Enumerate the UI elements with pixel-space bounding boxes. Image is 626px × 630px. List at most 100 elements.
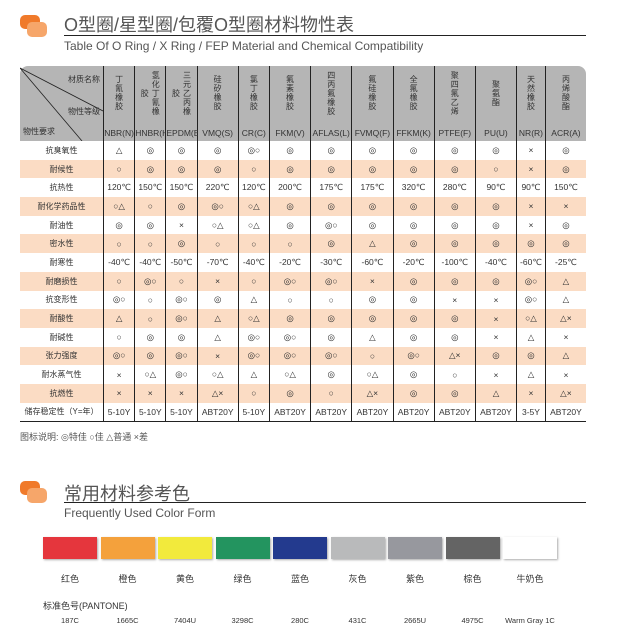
table-cell: ◎: [433, 383, 476, 403]
table-cell: ◎○: [237, 346, 270, 366]
table-cell: 150℃: [544, 178, 586, 198]
table-cell: ◎: [392, 309, 435, 328]
table-cell: ◎○: [268, 271, 311, 291]
table-cell: ABT20Y: [392, 402, 435, 423]
table-cell: △×: [544, 383, 586, 403]
column-header: 丙烯酸酯 ACR(A): [544, 66, 586, 141]
table-row: 耐酸性 △ ○ ◎○ △ ○△ ◎ ◎ ◎ ◎ ◎ × ○△ △×: [20, 309, 586, 328]
table-cell: ◎○: [310, 346, 352, 366]
column-code: NR(R): [518, 128, 543, 138]
table-cell: ◎: [196, 159, 239, 179]
table-row: 耐水蒸气性 × ○△ ◎○ ○△ △ ○△ ◎ ○△ ◎ ○ × △ ×: [20, 365, 586, 384]
table-cell: -60℃: [516, 253, 546, 272]
table-cell: ×: [351, 271, 393, 291]
table-cell: ◎○: [102, 346, 135, 366]
table-cell: 175℃: [351, 178, 393, 198]
table-cell: ◎: [165, 327, 198, 347]
table-row: 抗热性 120℃ 150℃ 150℃ 220℃ 120℃ 200℃ 175℃ 175℃ 320℃ 2…: [20, 178, 586, 198]
table-cell: ×: [516, 383, 546, 403]
color-swatch: [445, 537, 500, 559]
table-row: 抗燃性 × × × △× ○ ◎ ○ △× ◎ ◎ △ × △×: [20, 383, 586, 403]
table-cell: ◎○: [392, 346, 435, 366]
table-cell: ABT20Y: [268, 402, 311, 423]
row-label: 耐寒性: [49, 257, 74, 267]
pantone-code: Warm Gray 1C: [505, 616, 555, 625]
table-cell: ◎: [351, 159, 393, 179]
column-cn: 丁氰橡胶: [114, 75, 124, 111]
color-name: 牛奶色: [516, 574, 544, 584]
table-cell: -40℃: [102, 253, 135, 272]
table-row: 耐磨损性 ○ ◎○ ○ × ○ ◎○ ◎○ × ◎ ◎ ◎ ◎○ △: [20, 271, 586, 291]
table-cell: ◎○: [165, 365, 198, 384]
table-cell: ◎: [102, 215, 135, 235]
column-header: 聚氨酯 PU(U): [474, 66, 517, 141]
table-row: 耐候性 ○ ◎ ◎ ◎ ○ ◎ ◎ ◎ ◎ ◎ ○ × ◎: [20, 159, 586, 179]
table-cell: ◎: [165, 197, 198, 216]
column-cn: 三元乙丙橡胶: [171, 70, 192, 116]
table-cell: -40℃: [474, 253, 517, 272]
column-cn: 聚四氟乙烯: [450, 70, 460, 116]
table-row: 耐油性 ◎ ◎ × ○△ ○△ ◎ ◎○ ◎ ◎ ◎ ◎ × ◎: [20, 215, 586, 235]
table-cell: -60℃: [351, 253, 393, 272]
table-cell: ×: [433, 290, 476, 310]
color-name: 灰色: [348, 574, 367, 584]
table-cell: ◎: [544, 159, 586, 179]
color-swatch: [330, 537, 385, 559]
table-cell: ◎○: [165, 290, 198, 310]
table-cell: ◎○: [196, 197, 239, 216]
table-cell: 200℃: [268, 178, 311, 198]
table-cell: ◎: [474, 215, 517, 235]
section-title: 常用材料参考色: [64, 484, 190, 504]
table-cell: ○: [237, 271, 270, 291]
table-cell: 320℃: [392, 178, 435, 198]
table-cell: ◎: [392, 141, 435, 160]
table-cell: 5-10Y: [102, 402, 135, 423]
table-cell: ◎: [134, 327, 166, 347]
color-name: 黄色: [175, 574, 194, 584]
table-cell: ◎: [392, 290, 435, 310]
column-cn: 丙烯酸酯: [561, 75, 571, 111]
table-cell: ◎: [544, 234, 586, 254]
table-cell: ×: [102, 383, 135, 403]
table-cell: ◎: [516, 346, 546, 366]
table-cell: ○△: [196, 215, 239, 235]
table-cell: ◎: [351, 197, 393, 216]
table-cell: ◎○: [237, 327, 270, 347]
table-cell: ×: [102, 365, 135, 384]
table-cell: ◎○: [102, 290, 135, 310]
table-cell: ◎: [310, 365, 352, 384]
table-cell: -40℃: [134, 253, 166, 272]
column-code: EPDM(E): [166, 128, 203, 138]
color-name: 紫色: [405, 574, 424, 584]
table-cell: ○: [268, 234, 311, 254]
column-cn: 全氟橡胶: [409, 75, 419, 111]
table-cell: ○△: [196, 365, 239, 384]
table-row: 密水性 ○ ○ ◎ ○ ○ ○ ◎ △ ◎ ◎ ◎ ◎ ◎: [20, 234, 586, 254]
column-cn: 四丙氟橡胶: [326, 70, 336, 116]
table-cell: ◎: [392, 197, 435, 216]
column-header: 硅矽橡胶 VMQ(S): [196, 66, 239, 141]
table-cell: ◎: [310, 327, 352, 347]
table-cell: 5-10Y: [134, 402, 166, 423]
table-cell: ◎: [268, 159, 311, 179]
column-header: 三元乙丙橡胶 EPDM(E): [165, 66, 203, 141]
table-cell: ○: [134, 234, 166, 254]
table-cell: ○: [351, 346, 393, 366]
legend: 图标说明: ◎特佳 ○佳 △普通 ×差: [20, 432, 148, 442]
table-cell: ×: [165, 383, 198, 403]
column-cn: 硅矽橡胶: [213, 75, 223, 111]
table-cell: ◎: [392, 383, 435, 403]
table-cell: △: [474, 383, 517, 403]
corner-header: 材质名称 物性等级 物性要求: [20, 66, 104, 141]
table-cell: ◎: [134, 215, 166, 235]
row-label: 耐酸性: [20, 309, 104, 328]
table-cell: ◎: [351, 309, 393, 328]
table-cell: ABT20Y: [474, 402, 517, 423]
table-cell: ◎: [433, 234, 476, 254]
table-cell: -30℃: [310, 253, 352, 272]
table-cell: ◎: [474, 197, 517, 216]
column-header: 聚四氟乙烯 PTFE(F): [433, 66, 476, 141]
table-cell: ×: [474, 290, 517, 310]
table-cell: ◎: [310, 141, 352, 160]
table-cell: -20℃: [392, 253, 435, 272]
